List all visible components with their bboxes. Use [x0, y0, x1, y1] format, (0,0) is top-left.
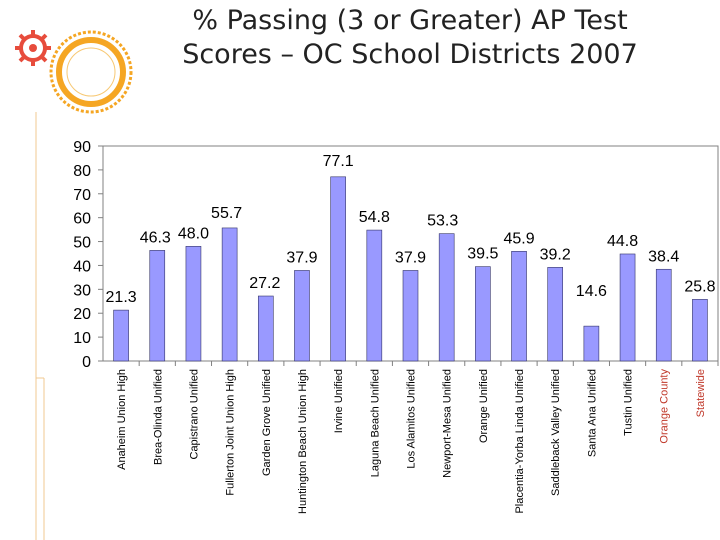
x-tick-label: Orange Unified: [478, 369, 490, 443]
bar: [366, 229, 383, 362]
data-label: 25.8: [684, 278, 715, 295]
bar: [185, 246, 202, 362]
data-label: 39.5: [467, 246, 498, 263]
x-tick-label: Saddleback Valley Unified: [550, 369, 562, 496]
y-tick-label: 80: [73, 163, 91, 180]
y-tick-label: 0: [82, 354, 91, 371]
bar: [149, 250, 166, 362]
bar: [692, 299, 708, 362]
data-label: 46.3: [140, 229, 171, 246]
y-tick-label: 40: [73, 258, 91, 275]
data-label: 53.3: [427, 213, 458, 230]
data-label: 38.4: [648, 248, 679, 265]
bar: [257, 295, 274, 362]
x-tick-label: Santa Ana Unified: [586, 369, 598, 457]
x-tick-label: Orange County: [659, 369, 671, 444]
x-tick-label: Brea-Olinda Unified: [152, 369, 164, 465]
data-label: 45.9: [503, 230, 534, 247]
title-line-2: Scores – OC School Districts 2007: [182, 39, 638, 70]
gear-icon: [15, 30, 51, 66]
data-label: 54.8: [359, 209, 390, 226]
bar: [402, 270, 419, 362]
data-label: 37.9: [395, 249, 426, 266]
data-label: 37.9: [286, 249, 317, 266]
y-tick-label: 60: [73, 211, 91, 228]
x-tick-label: Fullerton Joint Union High: [225, 369, 237, 496]
data-label: 77.1: [323, 153, 354, 170]
x-tick-label: Tustin Unified: [623, 369, 635, 436]
x-tick-label: Garden Grove Unified: [261, 369, 273, 476]
bar: [511, 251, 527, 362]
slide-border-lines: [35, 112, 45, 540]
x-tick-label: Huntington Beach Union High: [297, 369, 309, 514]
ring-icon: [49, 30, 133, 114]
bar: [655, 268, 672, 362]
bar: [475, 266, 491, 362]
page-title: % Passing (3 or Greater) AP Test Scores …: [160, 4, 660, 72]
bar: [583, 325, 600, 362]
x-tick-label: Los Alamitos Unified: [406, 369, 418, 469]
y-tick-label: 30: [73, 282, 91, 299]
data-label: 14.6: [576, 283, 607, 300]
y-tick-label: 50: [73, 235, 91, 252]
x-tick-label: Newport-Mesa Unified: [442, 369, 454, 478]
title-line-1: % Passing (3 or Greater) AP Test: [192, 5, 628, 36]
x-tick-label: Statewide: [695, 369, 707, 417]
data-label: 21.3: [106, 289, 137, 306]
y-tick-label: 20: [73, 306, 91, 323]
data-label: 27.2: [249, 275, 280, 292]
bar: [438, 233, 455, 362]
bar: [113, 309, 129, 362]
x-tick-label: Capistrano Unified: [188, 369, 200, 460]
bar: [330, 176, 346, 362]
x-tick-label: Anaheim Union High: [116, 369, 128, 470]
bar: [294, 270, 310, 362]
x-tick-label: Placentia-Yorba Linda Unified: [514, 369, 526, 514]
x-tick-label: Irvine Unified: [333, 369, 345, 433]
data-label: 55.7: [211, 205, 242, 222]
x-tick-label: Laguna Beach Unified: [369, 369, 381, 477]
bar: [619, 253, 636, 362]
y-tick-label: 10: [73, 330, 91, 347]
y-tick-label: 90: [73, 139, 91, 156]
data-label: 48.0: [178, 225, 209, 242]
y-tick-label: 70: [73, 187, 91, 204]
data-label: 44.8: [607, 233, 638, 250]
data-label: 39.2: [540, 246, 571, 263]
bar: [547, 267, 564, 362]
bar: [221, 227, 238, 362]
